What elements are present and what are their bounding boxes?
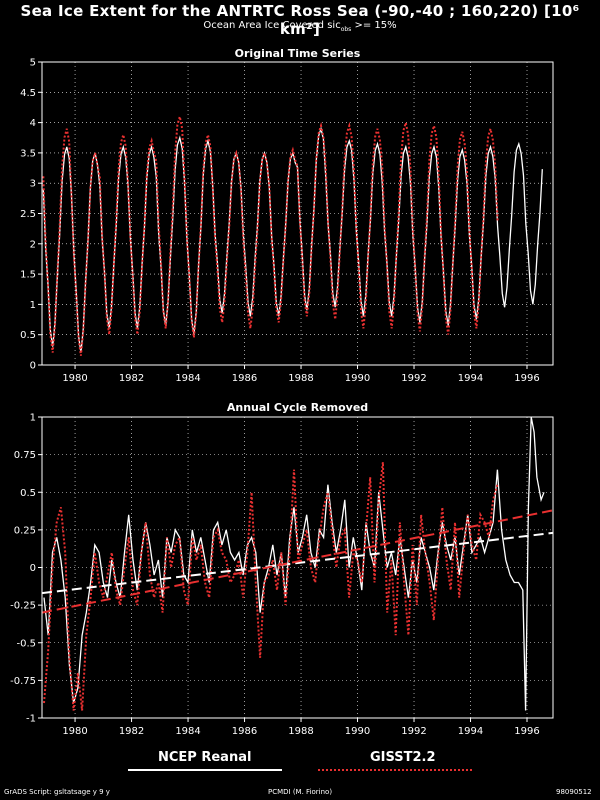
footer-credit: PCMDI (M. Fiorino) xyxy=(268,788,333,796)
x-tick-label-1-2: 1984 xyxy=(175,726,200,737)
panel-frame-1 xyxy=(41,416,554,719)
y-tick-label-1-1: -0.75 xyxy=(10,676,36,687)
y-tick-label-1-3: -0.25 xyxy=(10,601,36,612)
x-tick-label-0-7: 1994 xyxy=(458,373,483,384)
panel-title-0: Original Time Series xyxy=(235,47,361,60)
y-tick-label-0-3: 1.5 xyxy=(20,270,36,281)
x-tick-label-1-5: 1990 xyxy=(345,726,370,737)
legend-label-ncep: NCEP Reanal xyxy=(158,750,252,765)
x-tick-label-0-1: 1982 xyxy=(119,373,144,384)
x-tick-label-0-3: 1986 xyxy=(232,373,257,384)
x-tick-label-1-0: 1980 xyxy=(62,726,87,737)
x-tick-label-0-0: 1980 xyxy=(62,373,87,384)
panel-title-1: Annual Cycle Removed xyxy=(227,401,368,414)
y-tick-label-1-6: 0.5 xyxy=(20,488,36,499)
x-tick-label-1-1: 1982 xyxy=(119,726,144,737)
series-line-1-1 xyxy=(43,461,499,711)
y-tick-label-1-5: 0.25 xyxy=(14,525,36,536)
y-tick-label-0-8: 4 xyxy=(30,118,36,129)
x-tick-label-1-7: 1994 xyxy=(458,726,483,737)
y-tick-label-0-5: 2.5 xyxy=(20,209,36,220)
x-tick-label-1-3: 1986 xyxy=(232,726,257,737)
y-tick-label-0-9: 4.5 xyxy=(20,88,36,99)
y-tick-label-1-7: 0.75 xyxy=(14,450,36,461)
x-tick-label-0-2: 1984 xyxy=(175,373,200,384)
page-subtitle: Ocean Area Ice Covered sicobs >= 15% xyxy=(0,20,600,33)
y-tick-label-0-6: 3 xyxy=(30,179,36,190)
x-tick-label-0-4: 1988 xyxy=(288,373,313,384)
series-line-1-2 xyxy=(41,531,554,595)
x-tick-label-1-4: 1988 xyxy=(288,726,313,737)
y-tick-label-1-8: 1 xyxy=(30,413,36,424)
y-tick-label-0-10: 5 xyxy=(30,58,36,69)
panel-frame-0 xyxy=(41,61,554,366)
y-tick-label-1-0: -1 xyxy=(26,714,36,725)
y-tick-label-1-4: 0 xyxy=(30,563,36,574)
y-tick-label-0-7: 3.5 xyxy=(20,148,36,159)
x-tick-label-0-5: 1990 xyxy=(345,373,370,384)
series-line-1-3 xyxy=(41,509,554,614)
footer-script: GrADS Script: gsltatsage y 9 y xyxy=(4,788,110,796)
series-line-1-0 xyxy=(43,416,545,711)
series-line-0-1 xyxy=(42,116,499,356)
page-title: Sea Ice Extent for the ANTRTC Ross Sea (… xyxy=(20,2,580,38)
x-tick-label-1-6: 1992 xyxy=(401,726,426,737)
y-tick-label-0-1: 0.5 xyxy=(20,330,36,341)
y-tick-label-0-2: 1 xyxy=(30,300,36,311)
series-line-0-0 xyxy=(42,126,543,353)
footer-date: 98090512 xyxy=(556,788,592,796)
subtitle-subscript: obs xyxy=(340,26,352,33)
subtitle-text: Ocean Area Ice Covered sic xyxy=(203,20,341,31)
subtitle-tail: >= 15% xyxy=(351,20,397,31)
legend-label-gisst: GISST2.2 xyxy=(370,750,436,765)
y-tick-label-0-4: 2 xyxy=(30,239,36,250)
y-tick-label-1-2: -0.5 xyxy=(16,638,36,649)
x-tick-label-0-8: 1996 xyxy=(514,373,539,384)
x-tick-label-1-8: 1996 xyxy=(514,726,539,737)
x-tick-label-0-6: 1992 xyxy=(401,373,426,384)
y-tick-label-0-0: 0 xyxy=(30,361,36,372)
